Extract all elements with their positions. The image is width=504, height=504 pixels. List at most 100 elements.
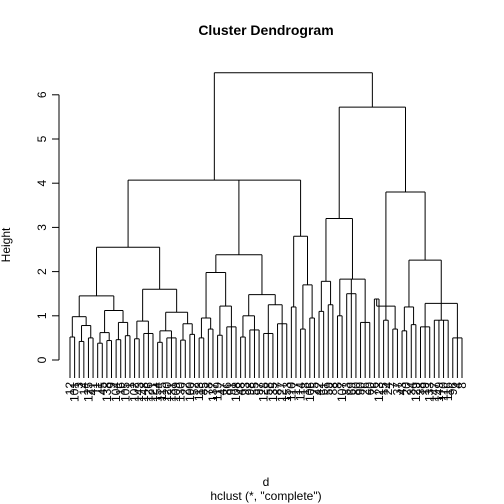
leaf-label: 121 — [146, 382, 160, 402]
leaf-label: 104 — [109, 382, 123, 402]
leaf-label: 19 — [418, 382, 432, 396]
leaf-label: 148 — [137, 382, 151, 402]
leaf-label: 16 — [114, 382, 128, 396]
leaf-label: 11 — [91, 382, 105, 395]
leaf-label: 147 — [427, 382, 441, 402]
leaf-label: 91 — [224, 382, 238, 396]
leaf-label: 85 — [197, 382, 211, 396]
leaf-label: 78 — [201, 382, 215, 396]
leaf-label: 153 — [280, 382, 294, 402]
leaf-label: 127 — [275, 382, 289, 402]
leaf-label: 93 — [238, 382, 252, 396]
leaf-label: 135 — [266, 382, 280, 402]
leaf-label: 138 — [100, 382, 114, 402]
leaf-label: 116 — [441, 382, 455, 401]
leaf-label: 1 — [123, 382, 137, 389]
leaf-label: 125 — [81, 382, 95, 402]
leaf-label: 47 — [215, 382, 229, 396]
y-axis: 0 1 2 3 4 5 6 — [35, 91, 60, 363]
chart-title: Cluster Dendrogram — [198, 22, 333, 38]
leaf-label: 154 — [151, 382, 165, 402]
leaf-label: 130 — [174, 382, 188, 402]
leaf-label: 22 — [178, 382, 192, 396]
leaf-label: 80 — [349, 382, 363, 396]
leaf-label: 48 — [234, 382, 248, 396]
leaf-label: 106 — [303, 382, 317, 402]
leaf-label: 7 — [386, 382, 400, 389]
leaf-label: 8 — [455, 382, 469, 389]
y-tick-label: 4 — [35, 180, 49, 187]
leaf-label: 114 — [294, 382, 308, 401]
leaf-label: 87 — [271, 382, 285, 396]
leaf-label: 8 — [330, 382, 344, 389]
leaf-label: 96 — [446, 382, 460, 396]
x-axis-label: d — [263, 475, 270, 489]
leaf-label: 18 — [298, 382, 312, 396]
leaf-label: 15 — [377, 382, 391, 396]
leaf-label: 52 — [188, 382, 202, 396]
leaf-label: 42 — [312, 382, 326, 396]
leaf-label: 45 — [95, 382, 109, 396]
leaf-label: 97 — [252, 382, 266, 396]
leaf-label: 69 — [344, 382, 358, 396]
leaf-label: 110 — [437, 382, 451, 401]
leaf-label: 60 — [363, 382, 377, 396]
y-tick-label: 2 — [35, 268, 49, 275]
leaf-label: 149 — [432, 382, 446, 402]
leaf-label: 14 — [77, 382, 91, 396]
leaf-label: 113 — [192, 382, 206, 401]
leaf-label: 9 — [105, 382, 119, 389]
leaf-label: 108 — [229, 382, 243, 402]
leaf-label: 12 — [63, 382, 77, 396]
leaf-label: 24 — [381, 382, 395, 396]
y-axis-label: Height — [0, 227, 13, 262]
leaf-label: 20 — [400, 382, 414, 396]
leaf-label: 34 — [404, 382, 418, 396]
leaf-label: 90 — [354, 382, 368, 396]
leaf-label: 59 — [321, 382, 335, 396]
y-tick-label: 6 — [35, 91, 49, 98]
leaf-label: 131 — [164, 382, 178, 402]
y-tick-label: 1 — [35, 312, 49, 319]
leaf-label: 129 — [409, 382, 423, 402]
y-tick-label: 3 — [35, 224, 49, 231]
leaf-label: 115 — [155, 382, 169, 401]
leaf-label: 119 — [211, 382, 225, 401]
leaf-labels: 1210131412541114513891041610511021431481… — [63, 382, 469, 402]
leaf-label: 4 — [450, 382, 464, 389]
method-subtitle: hclust (*, "complete") — [210, 489, 321, 503]
leaf-label: 41 — [86, 382, 100, 396]
leaf-label: 102 — [128, 382, 142, 402]
leaf-label: 109 — [169, 382, 183, 402]
leaf-label: 110 — [284, 382, 298, 401]
leaf-label: 88 — [326, 382, 340, 396]
leaf-label: 86 — [220, 382, 234, 396]
leaf-label: 3 — [72, 382, 86, 389]
leaf-label: 107 — [335, 382, 349, 402]
leaf-label: 126 — [141, 382, 155, 402]
leaf-label: 133 — [423, 382, 437, 402]
leaf-label: 26 — [358, 382, 372, 396]
y-tick-label: 5 — [35, 135, 49, 142]
leaf-label: 37 — [390, 382, 404, 396]
leaf-label: 17 — [289, 382, 303, 396]
dendrogram-branches — [69, 72, 463, 378]
leaf-label: 55 — [247, 382, 261, 396]
leaf-label: 143 — [132, 382, 146, 402]
leaf-label: 105 — [118, 382, 132, 402]
leaf-label: 83 — [340, 382, 354, 396]
leaf-label: 137 — [206, 382, 220, 402]
leaf-label: 38 — [413, 382, 427, 396]
leaf-label: 76 — [367, 382, 381, 396]
leaf-label: 43 — [395, 382, 409, 396]
leaf-label: 128 — [257, 382, 271, 402]
leaf-label: 58 — [261, 382, 275, 396]
leaf-label: 100 — [183, 382, 197, 402]
leaf-label: 120 — [160, 382, 174, 402]
leaf-label: 98 — [243, 382, 257, 396]
y-tick-label: 0 — [35, 356, 49, 363]
leaf-label: 123 — [372, 382, 386, 402]
leaf-label: 25 — [307, 382, 321, 396]
leaf-label: 101 — [68, 382, 82, 402]
